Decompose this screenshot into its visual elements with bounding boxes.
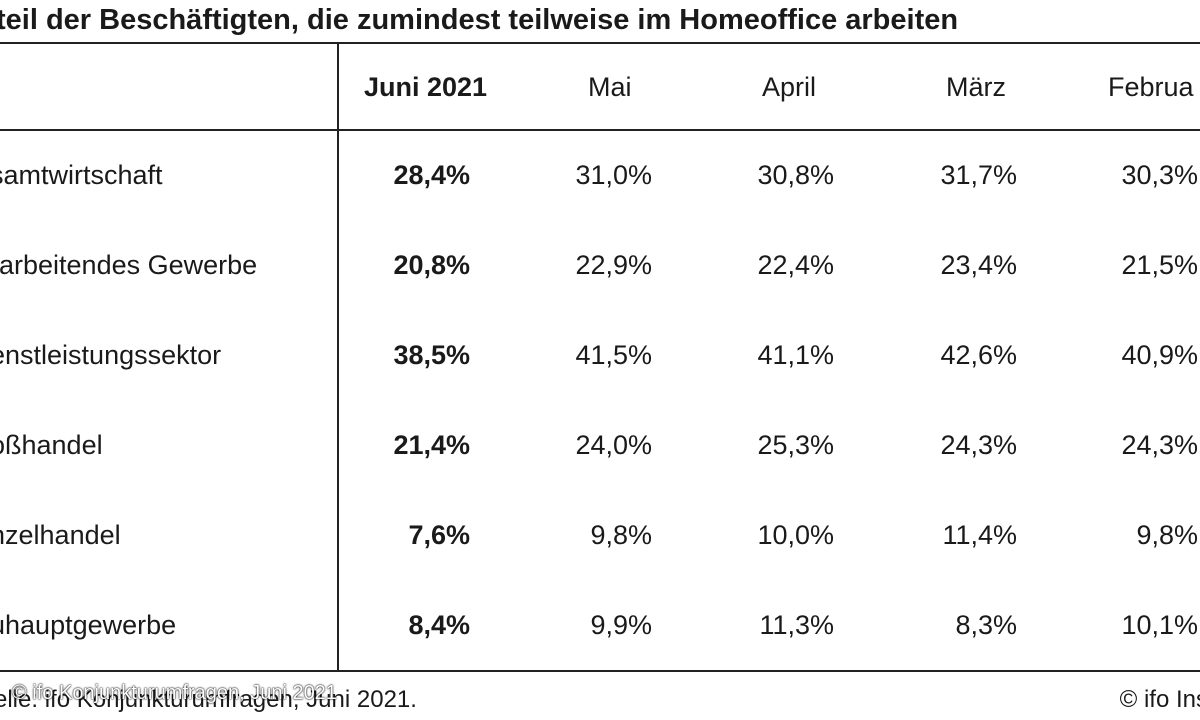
- cell-value: 41,1%: [757, 340, 834, 370]
- cell-value: 21,4%: [393, 430, 470, 460]
- table-row: uhauptgewerbe 8,4% 9,9% 11,3% 8,3% 10,1%: [0, 590, 1200, 680]
- table-row: enstleistungssektor 38,5% 41,5% 41,1% 42…: [0, 320, 1200, 410]
- cell-value: 38,5%: [393, 340, 470, 370]
- cell-value: 20,8%: [393, 250, 470, 280]
- cell-value: 25,3%: [757, 430, 834, 460]
- cell-value: 8,4%: [408, 610, 470, 640]
- copyright-note: © ifo Ins: [1119, 686, 1200, 713]
- cell-value: 28,4%: [393, 160, 470, 190]
- cell-value: 9,9%: [590, 610, 652, 640]
- label-column-divider: [337, 43, 339, 671]
- cell-value: 42,6%: [940, 340, 1017, 370]
- cell-value: 22,4%: [757, 250, 834, 280]
- cell-value: 40,9%: [1121, 340, 1198, 370]
- cell-value: 21,5%: [1121, 250, 1198, 280]
- watermark-overlay: © ifo Konjunkturumfragen, Juni 2021: [12, 682, 337, 704]
- cell-value: 41,5%: [575, 340, 652, 370]
- row-label: samtwirtschaft: [0, 160, 163, 190]
- row-label: oßhandel: [0, 430, 103, 460]
- cell-value: 7,6%: [408, 520, 470, 550]
- cell-value: 11,4%: [942, 520, 1017, 550]
- source-note: elle: ifo Konjunkturumfragen, Juni 2021.: [0, 686, 417, 713]
- cell-value: 10,0%: [757, 520, 834, 550]
- table-row: rarbeitendes Gewerbe 20,8% 22,9% 22,4% 2…: [0, 230, 1200, 320]
- column-header-februar: Februa: [1108, 72, 1194, 102]
- bottom-rule: [0, 670, 1200, 672]
- table-title: teil der Beschäftigten, die zumindest te…: [0, 4, 959, 36]
- row-label: nzelhandel: [0, 520, 121, 550]
- table-row: oßhandel 21,4% 24,0% 25,3% 24,3% 24,3%: [0, 410, 1200, 500]
- column-header-mai: Mai: [588, 72, 632, 102]
- column-header-juni-2021: Juni 2021: [364, 72, 488, 102]
- cell-value: 9,8%: [590, 520, 652, 550]
- row-label: enstleistungssektor: [0, 340, 222, 370]
- column-header-maerz: März: [946, 72, 1006, 102]
- cell-value: 31,0%: [575, 160, 652, 190]
- cell-value: 22,9%: [575, 250, 652, 280]
- top-rule: [0, 42, 1200, 44]
- table-row: samtwirtschaft 28,4% 31,0% 30,8% 31,7% 3…: [0, 140, 1200, 230]
- cell-value: 23,4%: [940, 250, 1017, 280]
- cell-value: 10,1%: [1121, 610, 1198, 640]
- cell-value: 24,3%: [940, 430, 1017, 460]
- cell-value: 24,0%: [575, 430, 652, 460]
- cell-value: 30,8%: [757, 160, 834, 190]
- cell-value: 30,3%: [1121, 160, 1198, 190]
- cell-value: 24,3%: [1121, 430, 1198, 460]
- cell-value: 11,3%: [759, 610, 834, 640]
- row-label: uhauptgewerbe: [0, 610, 177, 640]
- column-header-april: April: [762, 72, 817, 102]
- table-row: nzelhandel 7,6% 9,8% 10,0% 11,4% 9,8%: [0, 500, 1200, 590]
- cell-value: 31,7%: [940, 160, 1017, 190]
- cell-value: 9,8%: [1136, 520, 1198, 550]
- row-label: rarbeitendes Gewerbe: [0, 250, 258, 280]
- cell-value: 8,3%: [955, 610, 1017, 640]
- header-rule: [0, 129, 1200, 131]
